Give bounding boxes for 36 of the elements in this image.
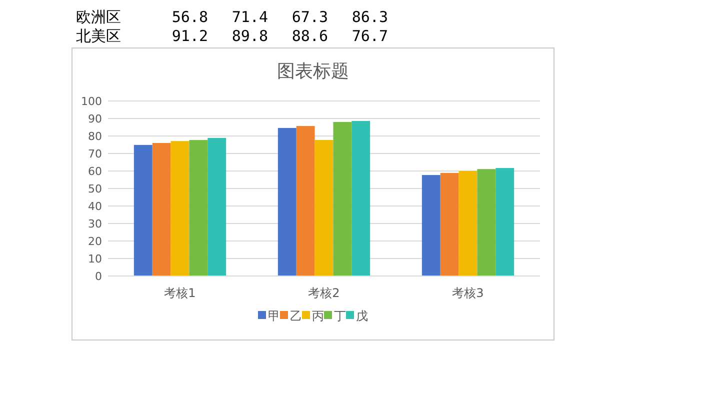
bar: [208, 138, 226, 276]
y-tick-label: 90: [88, 112, 102, 126]
legend-label: 戊: [356, 309, 368, 323]
bar: [496, 168, 514, 276]
y-tick-label: 60: [88, 165, 102, 178]
x-tick-label: 考核3: [452, 286, 484, 300]
x-tick-label: 考核2: [308, 286, 340, 300]
bar: [477, 169, 496, 276]
y-tick-label: 50: [88, 182, 102, 196]
y-tick-label: 20: [88, 235, 102, 248]
legend-label: 甲: [268, 309, 280, 323]
bar: [352, 120, 370, 276]
chart-title: 图表标题: [277, 61, 349, 82]
bar: [314, 140, 334, 276]
bar: [189, 140, 208, 276]
y-tick-label: 100: [81, 95, 102, 108]
legend-label: 丁: [334, 309, 346, 323]
y-tick-label: 70: [88, 148, 102, 160]
y-tick-label: 40: [88, 200, 102, 213]
annotations: 欧洲区 56.8 71.4 67.3 86.3 北美区 91.2 89.8 88.6 76.7: [76, 8, 388, 45]
legend-label: 乙: [290, 309, 302, 323]
bar: [134, 144, 152, 276]
bar: [296, 126, 315, 276]
bar: [152, 143, 171, 276]
legend-label: 丙: [312, 309, 324, 323]
bar: [458, 171, 478, 276]
bar: [422, 175, 440, 276]
bar: [278, 128, 296, 276]
y-tick-label: 30: [88, 218, 102, 230]
x-tick-label: 考核1: [164, 286, 196, 300]
y-tick-label: 80: [88, 130, 102, 143]
y-tick-label: 0: [95, 270, 102, 283]
bar: [440, 172, 459, 276]
bar: [333, 122, 352, 276]
bar: [170, 141, 190, 276]
y-tick-label: 10: [88, 252, 102, 266]
